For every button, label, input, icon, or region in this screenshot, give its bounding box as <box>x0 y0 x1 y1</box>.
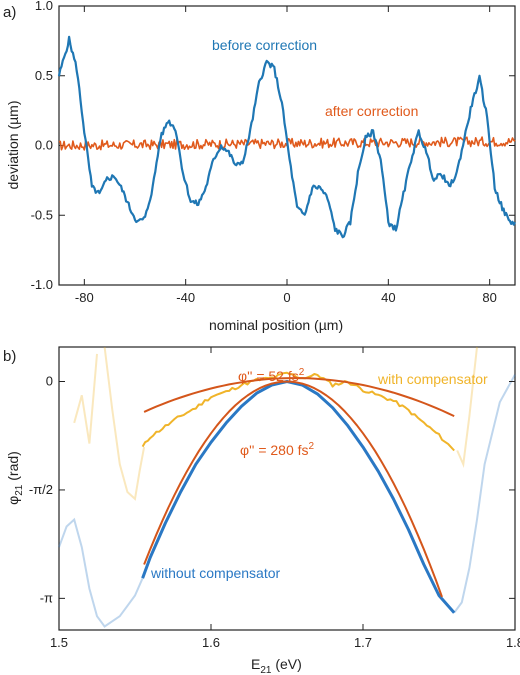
phi-280-annotation: φ'' = 280 fs2 <box>240 441 315 458</box>
x-tick-label: 0 <box>283 290 290 305</box>
without-compensator-line <box>141 380 456 614</box>
without-compensator-label: without compensator <box>150 565 281 581</box>
panel-b: b) 1.5 1.6 1.7 1.8 0 -π/2 -π φ'' = 52 fs2 with… <box>3 346 520 675</box>
panel-b-ylabel: φ21 (rad) <box>5 451 25 505</box>
y-tick-label: 0 <box>46 374 53 389</box>
y-tick-label: -π/2 <box>29 482 53 497</box>
x-tick-label: 1.8 <box>506 635 520 650</box>
y-tick-label: 1.0 <box>35 0 53 13</box>
panel-b-label: b) <box>3 348 16 365</box>
panel-a-xlabel: nominal position (µm) <box>209 317 343 333</box>
faded-trace <box>58 517 144 628</box>
faded-trace <box>73 353 98 444</box>
panel-a-lines <box>57 35 516 239</box>
panel-a: a) -80 -40 0 40 80 1.0 0.5 0.0 -0.5 -1.0 before c… <box>3 0 516 333</box>
before-correction-label: before correction <box>212 37 317 53</box>
fit-52fs2-line <box>143 377 455 418</box>
panel-b-frame <box>58 346 516 631</box>
x-tick-label: 1.7 <box>354 635 372 650</box>
after-correction-label: after correction <box>325 103 418 119</box>
panel-a-ticks: -80 -40 0 40 80 1.0 0.5 0.0 -0.5 -1.0 <box>31 0 515 305</box>
before-correction-line <box>57 35 516 239</box>
y-tick-label: 0.0 <box>35 138 53 153</box>
panel-a-label: a) <box>3 4 16 21</box>
panel-b-lines <box>141 371 456 614</box>
faded-trace <box>456 346 478 468</box>
faded-trace <box>103 346 146 501</box>
fit-280fs2-line <box>143 380 443 598</box>
panel-b-faded-background-traces <box>58 346 516 628</box>
panel-b-xlabel: E21 (eV) <box>251 656 302 675</box>
x-tick-label: -40 <box>176 290 195 305</box>
x-tick-label: 1.5 <box>50 635 68 650</box>
x-tick-label: 80 <box>482 290 496 305</box>
x-tick-label: -80 <box>75 290 94 305</box>
y-tick-label: 0.5 <box>35 68 53 83</box>
with-compensator-label: with compensator <box>377 371 488 387</box>
phi-52-annotation: φ'' = 52 fs2 <box>238 367 305 384</box>
x-tick-label: 1.6 <box>202 635 220 650</box>
faded-trace <box>453 374 516 614</box>
y-tick-label: -1.0 <box>31 277 53 292</box>
x-tick-label: 40 <box>381 290 395 305</box>
panel-b-ticks: 1.5 1.6 1.7 1.8 0 -π/2 -π <box>29 347 520 650</box>
panel-a-ylabel: deviation (µm) <box>5 101 21 190</box>
y-tick-label: -0.5 <box>31 207 53 222</box>
y-tick-label: -π <box>40 590 53 605</box>
